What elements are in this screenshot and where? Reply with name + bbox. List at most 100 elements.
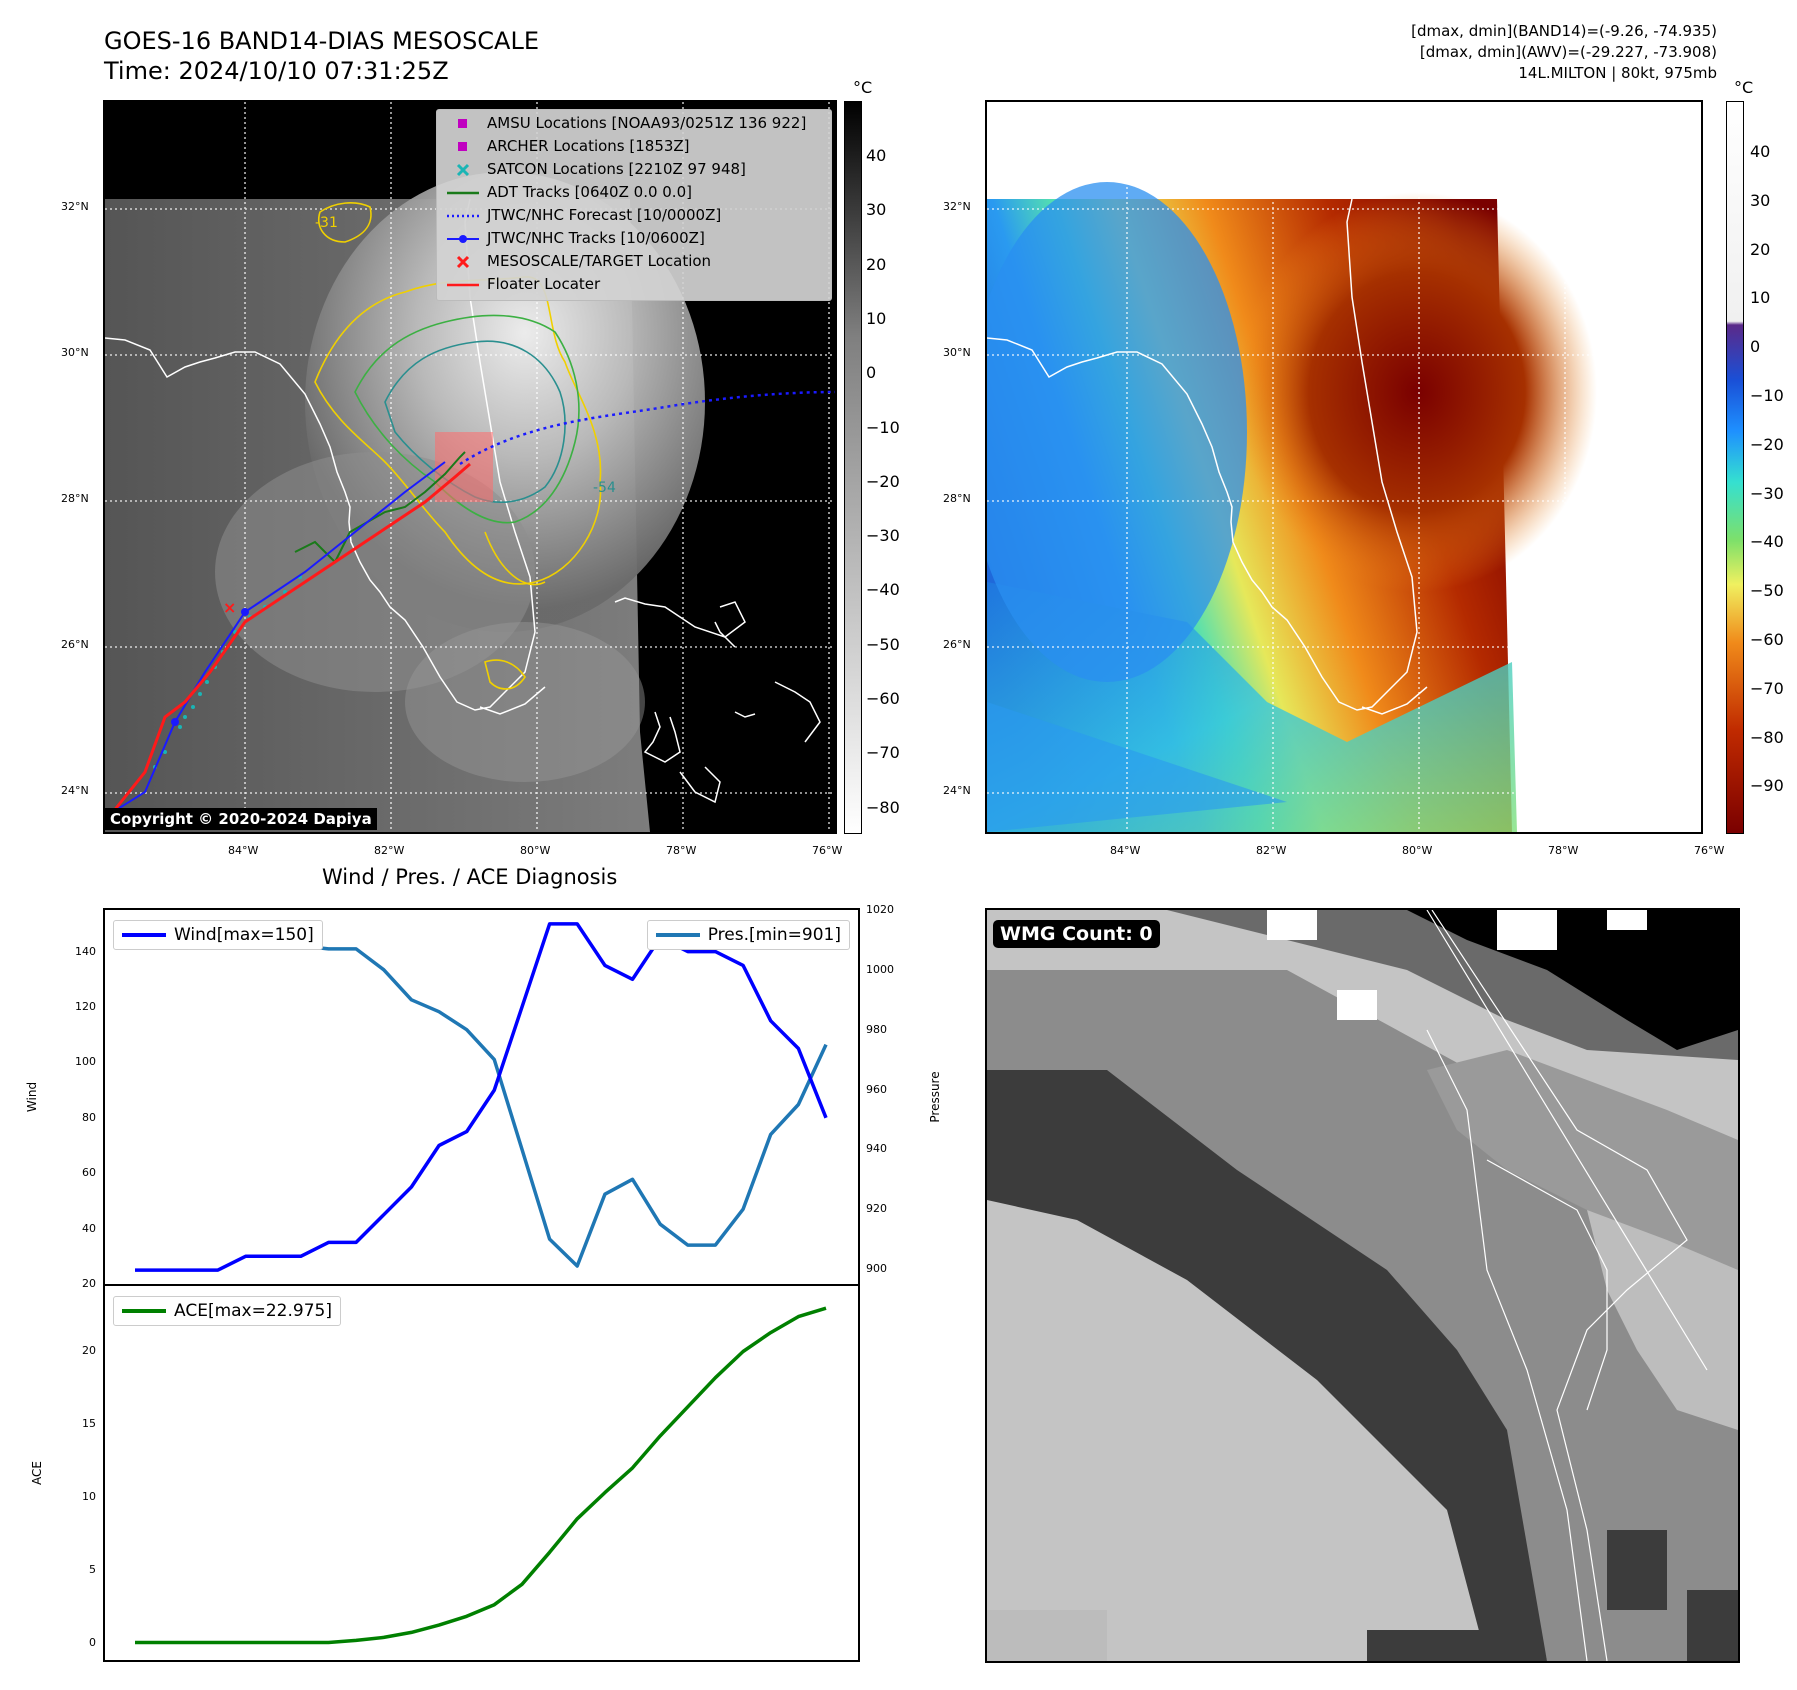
lat-label-30: 30°N [61, 346, 89, 359]
pressure-axis-tick: 900 [866, 1262, 887, 1276]
legend-item: JTWC/NHC Forecast [10/0000Z] [437, 204, 831, 227]
pressure-axis-label: Pressure [928, 1071, 942, 1123]
colorbar-left-tick: 40 [866, 146, 887, 165]
colorbar-right-tick: 10 [1750, 288, 1771, 308]
colorbar-left-tick: −30 [866, 526, 900, 546]
pressure-axis-tick: 1020 [866, 903, 894, 916]
ir-map-panel: -31 -54 × AMSU Locations [NOAA93/0251Z 1… [103, 100, 837, 834]
pressure-axis-tick: 980 [866, 1022, 887, 1036]
legend-label: AMSU Locations [NOAA93/0251Z 136 922] [487, 114, 807, 132]
chart-time: Time: 2024/10/10 07:31:25Z [104, 57, 449, 85]
colorbar-right-tick: −80 [1750, 727, 1784, 747]
ace-axis-tick: 10 [82, 1490, 96, 1503]
legend-item: SATCON Locations [2210Z 97 948] [437, 158, 831, 181]
floater-line [105, 462, 471, 823]
pressure-line [135, 923, 828, 1268]
awv-lat-label-26: 26°N [943, 638, 971, 651]
lon-label-82: 82°W [374, 844, 405, 857]
wind-axis-tick: 20 [82, 1277, 96, 1290]
awv-lat-label-30: 30°N [943, 346, 971, 359]
legend-item: AMSU Locations [NOAA93/0251Z 136 922] [437, 112, 831, 135]
info-awv-range: [dmax, dmin](AWV)=(-29.227, -73.908) [1419, 43, 1717, 61]
colorbar-left-tick: −60 [866, 689, 900, 708]
colorbar-right-tick: 0 [1750, 337, 1761, 357]
legend-item: Floater Locater [437, 273, 831, 296]
target-x-marker: × [223, 598, 236, 617]
lon-label-76: 76°W [812, 844, 843, 857]
ace-legend-label: ACE[max=22.975] [174, 1301, 332, 1321]
lat-label-26: 26°N [61, 638, 89, 651]
lon-label-78: 78°W [666, 844, 697, 857]
colorbar-right-tick: −40 [1750, 532, 1784, 552]
colorbar-left-tick: 20 [866, 254, 887, 274]
legend-marker [447, 135, 479, 158]
legend-item: ADT Tracks [0640Z 0.0 0.0] [437, 181, 831, 204]
legend-marker [447, 112, 479, 135]
legend-label: ARCHER Locations [1853Z] [487, 137, 690, 155]
wmg-overlay-lines [1426, 910, 1708, 1661]
pressure-axis-tick: 1000 [866, 962, 894, 976]
pressure-legend-swatch [655, 933, 700, 937]
colorbar-right-tick: 40 [1750, 142, 1771, 161]
pressure-axis-tick: 920 [866, 1202, 887, 1216]
ace-axis-tick: 20 [82, 1344, 96, 1358]
awv-coastline [987, 198, 1428, 715]
wind-legend: Wind[max=150] [113, 920, 323, 950]
info-band14-range: [dmax, dmin](BAND14)=(-9.26, -74.935) [1411, 22, 1717, 40]
legend-marker [447, 250, 479, 273]
colorbar-right-tick: −60 [1750, 630, 1784, 649]
lat-label-28: 28°N [61, 492, 89, 505]
info-storm: 14L.MILTON | 80kt, 975mb [1518, 64, 1717, 82]
ace-axis-label: ACE [30, 1461, 44, 1485]
map-legend: AMSU Locations [NOAA93/0251Z 136 922] ARC… [436, 109, 832, 301]
contour-label-31: -31 [315, 215, 338, 231]
awv-lon-label-80: 80°W [1402, 844, 1433, 857]
legend-item: JTWC/NHC Tracks [10/0600Z] [437, 227, 831, 250]
ace-legend: ACE[max=22.975] [113, 1296, 341, 1326]
wind-axis-tick: 100 [75, 1055, 96, 1069]
wind-axis-label: Wind [25, 1081, 39, 1113]
wind-axis-tick: 80 [82, 1110, 96, 1124]
ace-legend-swatch [122, 1309, 166, 1313]
legend-marker [447, 204, 479, 227]
colorbar-right-tick: 30 [1750, 190, 1771, 210]
pressure-axis-tick: 940 [866, 1142, 887, 1156]
pressure-axis-tick: 960 [866, 1082, 887, 1096]
awv-lon-label-78: 78°W [1548, 844, 1579, 857]
wmg-count: WMG Count: 0 [993, 920, 1160, 948]
colorbar-right [1726, 101, 1744, 834]
contour-label-54: -54 [593, 480, 616, 496]
legend-label: JTWC/NHC Forecast [10/0000Z] [487, 206, 722, 224]
colorbar-left-tick: −50 [866, 634, 900, 654]
target-box [435, 432, 493, 502]
colorbar-left-tick: −10 [866, 417, 900, 437]
colorbar-left-tick: −80 [866, 797, 900, 817]
awv-lon-label-84: 84°W [1110, 844, 1141, 857]
wind-line [135, 922, 828, 1272]
wind-axis-tick: 60 [82, 1166, 96, 1180]
wind-legend-label: Wind[max=150] [174, 925, 314, 945]
wmg-panel [985, 908, 1740, 1663]
ace-axis-tick: 15 [82, 1417, 96, 1431]
awv-lon-label-82: 82°W [1256, 844, 1287, 857]
awv-lon-label-76: 76°W [1694, 844, 1725, 857]
legend-label: MESOSCALE/TARGET Location [487, 252, 712, 270]
legend-marker [447, 158, 479, 181]
awv-lat-label-28: 28°N [943, 492, 971, 505]
legend-label: Floater Locater [487, 275, 601, 293]
colorbar-right-tick: −50 [1750, 581, 1784, 601]
colorbar-right-tick: −30 [1750, 483, 1784, 503]
colorbar-left-tick: 30 [866, 200, 887, 220]
awv-lat-label-24: 24°N [943, 784, 971, 797]
ace-axis-tick: 0 [89, 1635, 96, 1649]
colorbar-right-tick: −10 [1750, 386, 1784, 405]
pressure-legend: Pres.[min=901] [646, 920, 850, 950]
adt-track [294, 451, 466, 564]
wmg-image [987, 910, 1738, 1661]
chart-title: GOES-16 BAND14-DIAS MESOSCALE [104, 27, 540, 55]
ace-plot [135, 1306, 827, 1645]
colorbar-left-tick: 0 [866, 363, 877, 383]
colorbar-left-tick: −70 [866, 743, 900, 763]
awv-map [987, 102, 1701, 832]
colorbar-left-tick: −40 [866, 580, 900, 600]
